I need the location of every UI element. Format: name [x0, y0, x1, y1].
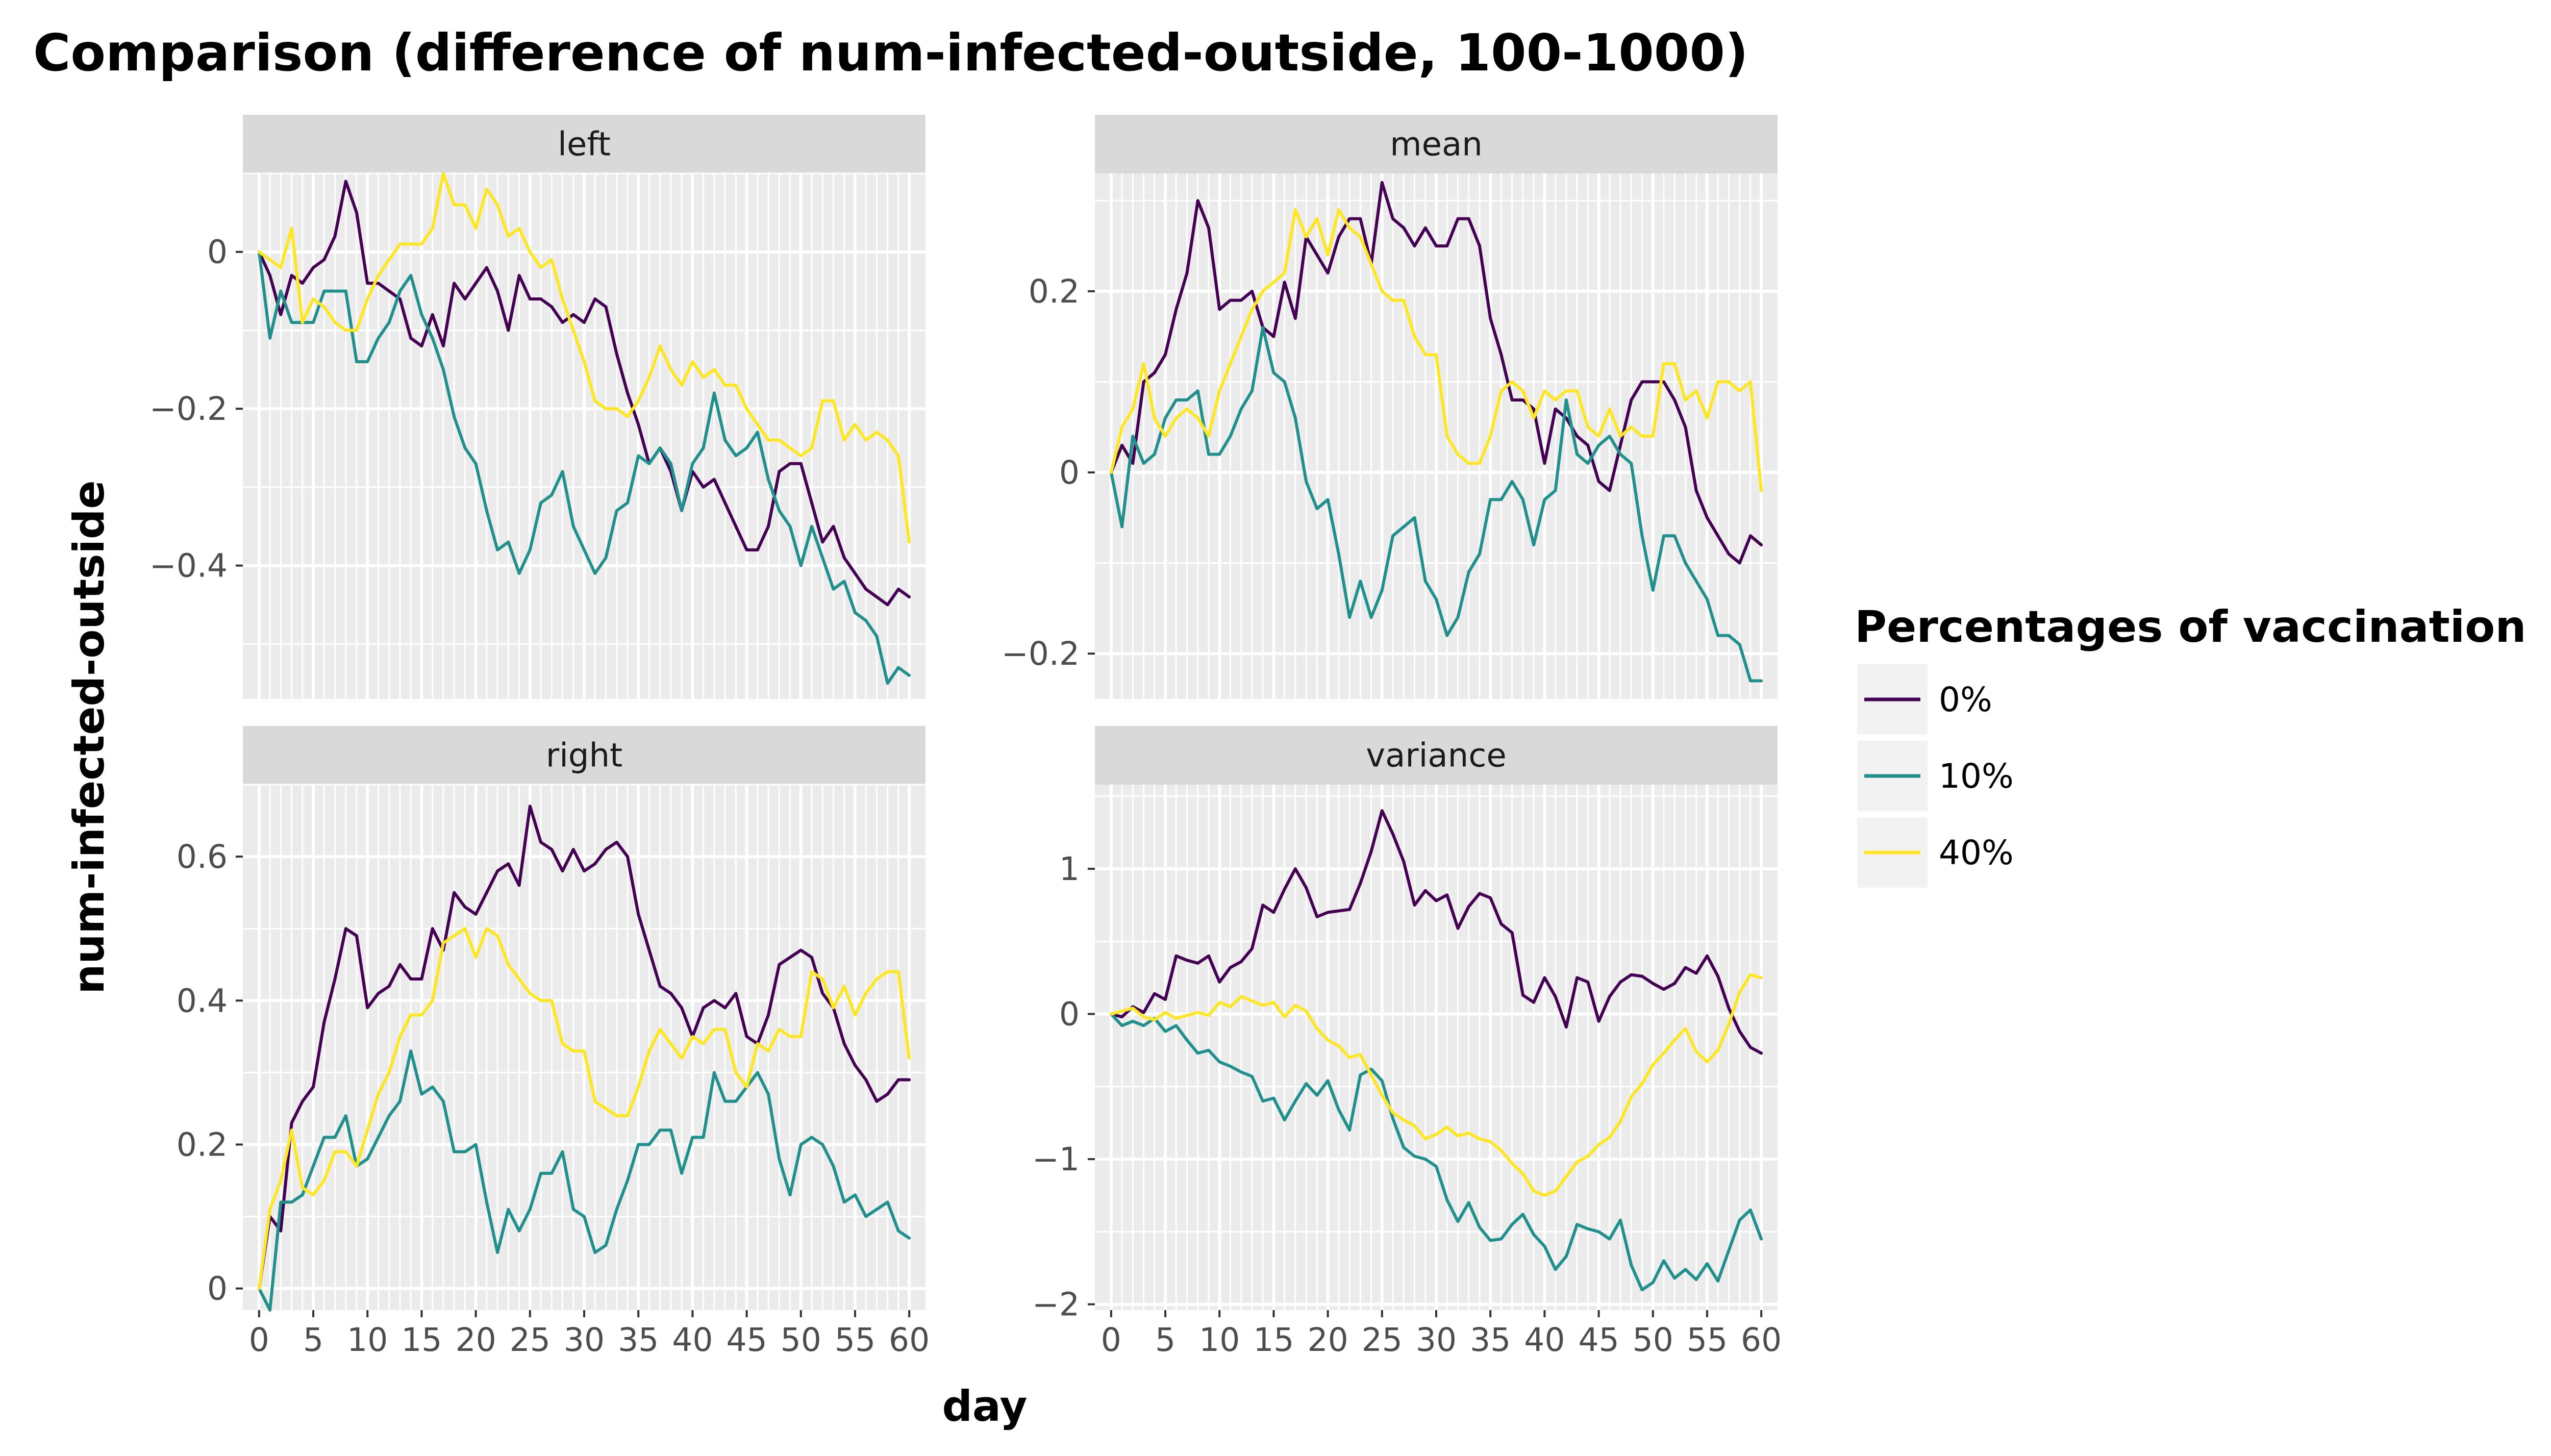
x-tick-label: 15 — [1253, 1321, 1294, 1359]
series-line-40pct — [257, 927, 911, 1290]
strip-background — [243, 726, 926, 785]
legend-item: 0% — [1857, 664, 1992, 735]
x-tick-label: 20 — [456, 1321, 496, 1359]
x-tick-label: 0 — [249, 1321, 269, 1359]
series-line-40pct — [1109, 208, 1763, 492]
strip-label: variance — [1366, 737, 1507, 775]
y-tick-label: 0 — [1059, 454, 1080, 491]
panel-mean: mean 0.2 0 −0.2 — [1002, 115, 1778, 699]
y-tick-label: −0.4 — [149, 547, 228, 585]
legend-item: 40% — [1857, 817, 2014, 888]
series-line-10pct — [257, 250, 911, 685]
strip-label: mean — [1390, 126, 1483, 164]
legend-item: 10% — [1857, 741, 2014, 811]
x-tick-label: 45 — [1578, 1321, 1619, 1359]
x-tick-label: 50 — [781, 1321, 821, 1359]
series-line-0pct — [1109, 181, 1763, 565]
series-line-10pct — [1109, 1012, 1763, 1292]
y-tick-label: 0.2 — [177, 1126, 228, 1163]
y-tick-label: 0.4 — [177, 982, 228, 1019]
x-tick-label: 55 — [835, 1321, 876, 1359]
y-tick-label: 0 — [1059, 996, 1080, 1033]
x-tick-label: 5 — [303, 1321, 323, 1359]
strip-label: right — [546, 737, 622, 775]
strip-background — [243, 115, 926, 173]
x-tick-label: 10 — [1199, 1321, 1240, 1359]
strip-label: left — [558, 126, 611, 164]
series-line-40pct — [257, 172, 911, 544]
series-line-0pct — [257, 180, 911, 607]
chart-title: Comparison (difference of num-infected-o… — [33, 23, 1748, 83]
legend-label: 0% — [1939, 680, 1992, 719]
x-tick-label: 5 — [1155, 1321, 1176, 1359]
legend: Percentages of vaccination 0% 10% 40% — [1855, 601, 2527, 888]
x-tick-label: 35 — [1470, 1321, 1511, 1359]
series-line-0pct — [1109, 809, 1763, 1055]
x-tick-label: 25 — [1362, 1321, 1403, 1359]
x-tick-label: 30 — [1416, 1321, 1457, 1359]
x-tick-label: 60 — [889, 1321, 930, 1359]
legend-label: 10% — [1939, 757, 2014, 796]
y-tick-label: 0 — [207, 234, 228, 271]
y-tick-label: 0.2 — [1029, 273, 1080, 310]
x-tick-label: 30 — [564, 1321, 605, 1359]
strip-background — [1095, 115, 1778, 173]
x-tick-label: 40 — [672, 1321, 713, 1359]
y-tick-label: −0.2 — [1002, 635, 1080, 672]
y-tick-label: −1 — [1032, 1141, 1080, 1178]
legend-title: Percentages of vaccination — [1855, 601, 2527, 652]
legend-label: 40% — [1939, 833, 2014, 872]
x-axis-title: day — [942, 1382, 1028, 1431]
series-line-10pct — [257, 1049, 911, 1312]
x-tick-label: 50 — [1633, 1321, 1673, 1359]
y-tick-label: −2 — [1032, 1286, 1080, 1323]
y-axis-title: num-infected-outside — [64, 480, 114, 994]
x-tick-label: 15 — [401, 1321, 442, 1359]
y-tick-label: 0.6 — [177, 838, 228, 875]
x-tick-label: 45 — [726, 1321, 767, 1359]
series-line-40pct — [1109, 973, 1763, 1197]
x-tick-label: 25 — [510, 1321, 551, 1359]
series-line-10pct — [1109, 325, 1763, 683]
y-tick-label: 0 — [207, 1270, 228, 1308]
x-tick-label: 10 — [347, 1321, 388, 1359]
strip-background — [1095, 726, 1778, 785]
panel-left: left 0 −0.2 −0.4 — [149, 115, 926, 699]
x-tick-label: 20 — [1308, 1321, 1348, 1359]
x-tick-label: 35 — [618, 1321, 659, 1359]
x-tick-label: 60 — [1741, 1321, 1782, 1359]
x-tick-label: 0 — [1101, 1321, 1121, 1359]
series-line-0pct — [257, 805, 911, 1290]
x-tick-label: 55 — [1687, 1321, 1728, 1359]
y-tick-label: −0.2 — [149, 390, 228, 428]
y-tick-label: 1 — [1059, 850, 1080, 888]
x-tick-label: 40 — [1524, 1321, 1565, 1359]
